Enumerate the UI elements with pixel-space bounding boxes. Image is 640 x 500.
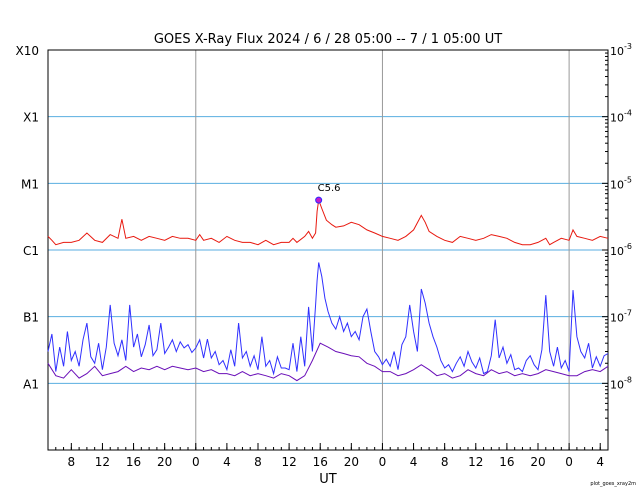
x-tick-label: 4 [223, 455, 231, 469]
y-right-label: 10-6 [610, 242, 632, 258]
y-right-label: 10-7 [610, 309, 632, 325]
x-tick-label: 16 [313, 455, 328, 469]
flare-peak-marker [315, 196, 323, 204]
axis-layer: X10 X1 M1 C1 B1 A1 10-3 10-4 10-5 10-6 10-7 10-8 8 12… [16, 42, 632, 469]
grid-layer [48, 50, 608, 450]
chart-title: GOES X-Ray Flux 2024 / 6 / 28 05:00 -- 7… [154, 32, 502, 47]
x-tick-label: 4 [596, 455, 604, 469]
series-line-3 [47, 262, 609, 376]
annotation-layer: C5.6 [315, 183, 341, 204]
y-label-x10: X10 [16, 44, 40, 58]
y-right-label: 10-5 [610, 175, 632, 191]
x-tick-label: 0 [192, 455, 200, 469]
y-right-label: 10-3 [610, 42, 632, 58]
series-line-2 [47, 342, 609, 382]
x-tick-label: 20 [157, 455, 172, 469]
y-label-b1: B1 [23, 311, 39, 325]
y-label-c1: C1 [23, 244, 39, 258]
y-right-label: 10-4 [610, 109, 632, 125]
x-tick-label: 20 [344, 455, 359, 469]
x-tick-label: 12 [468, 455, 483, 469]
y-label-a1: A1 [23, 377, 39, 391]
y-right-label: 10-8 [610, 375, 632, 391]
x-tick-label: 16 [126, 455, 141, 469]
y-label-m1: M1 [21, 177, 39, 191]
series-layer [47, 199, 609, 382]
x-tick-label: 16 [499, 455, 514, 469]
series-line-1 [47, 199, 609, 246]
x-tick-label: 12 [95, 455, 110, 469]
y-label-x1: X1 [23, 111, 39, 125]
flare-label: C5.6 [318, 183, 341, 194]
x-tick-label: 12 [281, 455, 296, 469]
x-tick-label: 4 [410, 455, 418, 469]
x-axis-title: UT [319, 472, 337, 487]
x-tick-label: 0 [565, 455, 573, 469]
x-tick-label: 20 [530, 455, 545, 469]
credit-text: plot_goes_xray2m [590, 481, 636, 487]
x-tick-label: 8 [68, 455, 76, 469]
x-tick-label: 8 [441, 455, 449, 469]
x-tick-label: 8 [254, 455, 262, 469]
x-tick-label: 0 [379, 455, 387, 469]
